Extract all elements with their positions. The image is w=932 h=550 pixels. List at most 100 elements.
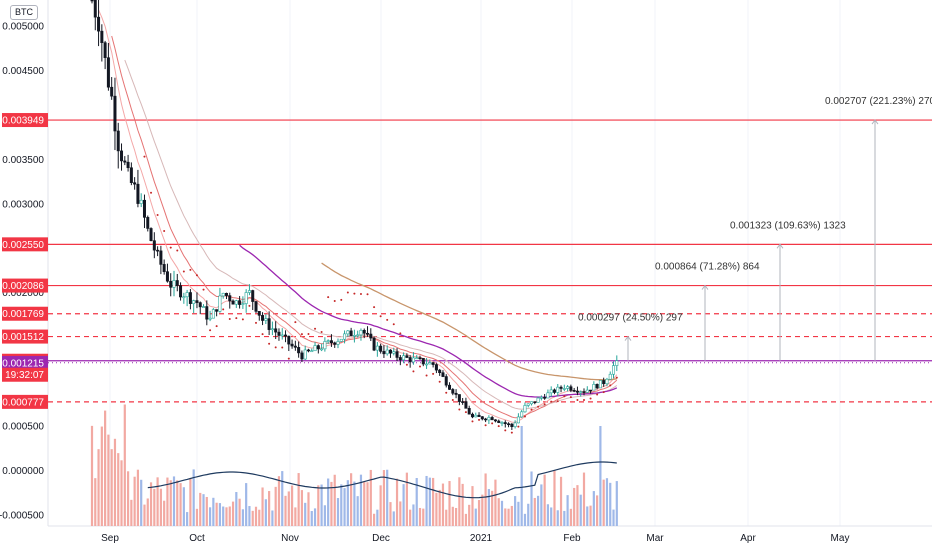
psar-dot	[156, 213, 159, 216]
candle-body	[451, 389, 455, 394]
volume-bar	[235, 492, 238, 526]
volume-bar	[140, 479, 143, 526]
psar-dot	[405, 363, 408, 366]
volume-bar	[333, 474, 336, 526]
candle-body	[382, 351, 386, 355]
candle-body	[510, 423, 514, 427]
candle-body	[100, 30, 104, 43]
volume-bar	[258, 509, 261, 526]
candle-body	[188, 292, 192, 304]
candle-body	[421, 358, 425, 365]
candle-body	[359, 329, 363, 336]
candle-body	[126, 161, 130, 169]
volume-bar	[156, 477, 159, 526]
price-tag	[2, 394, 48, 409]
volume-bar	[405, 472, 408, 526]
psar-dot	[392, 323, 395, 326]
candle-body	[375, 345, 379, 351]
candle-body	[434, 364, 438, 371]
candle-body	[444, 376, 448, 386]
volume-bar	[264, 499, 267, 526]
candle-body	[149, 228, 153, 242]
volume-bar	[389, 502, 392, 526]
candle-body	[198, 302, 202, 308]
volume-bar	[126, 471, 130, 526]
psar-dot	[346, 291, 349, 294]
candle-body	[470, 413, 474, 418]
candle-body	[579, 391, 583, 393]
volume-bar	[271, 510, 274, 526]
volume-bar	[517, 501, 520, 526]
candle-body	[487, 417, 491, 421]
volume-bar	[317, 485, 320, 526]
psar-dot	[589, 397, 592, 400]
volume-bar	[320, 484, 323, 526]
volume-bar	[113, 438, 117, 526]
psar-dot	[458, 408, 461, 411]
candle-body	[408, 357, 412, 363]
x-axis[interactable]: Sep Oct Nov Dec 2021 Feb Mar Apr May	[101, 533, 849, 544]
candle-body	[605, 378, 609, 385]
candle-body	[507, 423, 511, 426]
symbol-badge[interactable]: BTC	[10, 5, 38, 20]
volume-bar	[376, 509, 379, 526]
candle-body	[464, 401, 468, 409]
volume-bar	[559, 476, 563, 526]
volume-bar	[199, 492, 202, 526]
ma-brown-line	[321, 262, 617, 381]
horizontal-levels[interactable]	[48, 119, 932, 403]
volume-bar	[287, 491, 290, 526]
psar-dot	[399, 332, 402, 335]
volume-bar	[104, 410, 107, 526]
countdown-label: 19:32:07	[5, 370, 44, 381]
candle-body	[310, 350, 314, 353]
psar-dot	[556, 400, 559, 403]
candle-body	[316, 345, 320, 350]
volume-bar	[225, 507, 228, 526]
volume-bar	[527, 503, 530, 526]
volume-bar	[566, 495, 569, 526]
candle-body	[346, 330, 350, 335]
candle-body	[457, 394, 461, 402]
psar-dot	[464, 411, 467, 414]
psar-dot	[497, 425, 500, 428]
volume-bar	[294, 507, 297, 526]
volume-bar	[422, 508, 425, 526]
measurements[interactable]: 0.000297 (24.50%) 297 0.000864 (71.28%) 8…	[578, 96, 932, 361]
candle-body	[221, 292, 225, 297]
price-tag-label: 0.003949	[2, 116, 44, 127]
y-axis[interactable]: 0.005000 0.004500 0.003500 0.003000 0.002000…	[0, 22, 44, 522]
volume-bar	[310, 511, 313, 526]
candle-body	[343, 333, 347, 340]
volume-bar	[231, 501, 235, 526]
volume-bar	[605, 478, 609, 526]
volume-bar	[523, 513, 527, 526]
candle-body	[349, 330, 353, 337]
candle-body	[129, 167, 133, 183]
candle-body	[575, 390, 579, 393]
candle-body	[615, 360, 619, 366]
candle-body	[415, 357, 419, 360]
candle-body	[549, 389, 553, 394]
volume-bar	[451, 506, 454, 526]
volume-bar	[372, 513, 376, 526]
candle-body	[500, 422, 504, 424]
psar-dot	[353, 292, 356, 295]
psar-dot	[261, 333, 264, 336]
candle-body	[438, 369, 442, 374]
volume-bar	[245, 483, 248, 526]
psar-dot	[150, 191, 153, 194]
y-tick-label: 0.003500	[2, 155, 44, 166]
psar-dot	[425, 374, 428, 377]
psar-dot	[550, 400, 553, 403]
x-tick-label: Nov	[281, 533, 299, 544]
volume-bar	[186, 512, 189, 526]
volume-bar	[379, 485, 382, 526]
candle-body	[428, 362, 432, 365]
candle-body	[274, 328, 278, 333]
candle-body	[261, 315, 265, 321]
candle-body	[441, 372, 445, 377]
volume-bar	[412, 504, 415, 526]
volume-bar	[536, 495, 540, 526]
